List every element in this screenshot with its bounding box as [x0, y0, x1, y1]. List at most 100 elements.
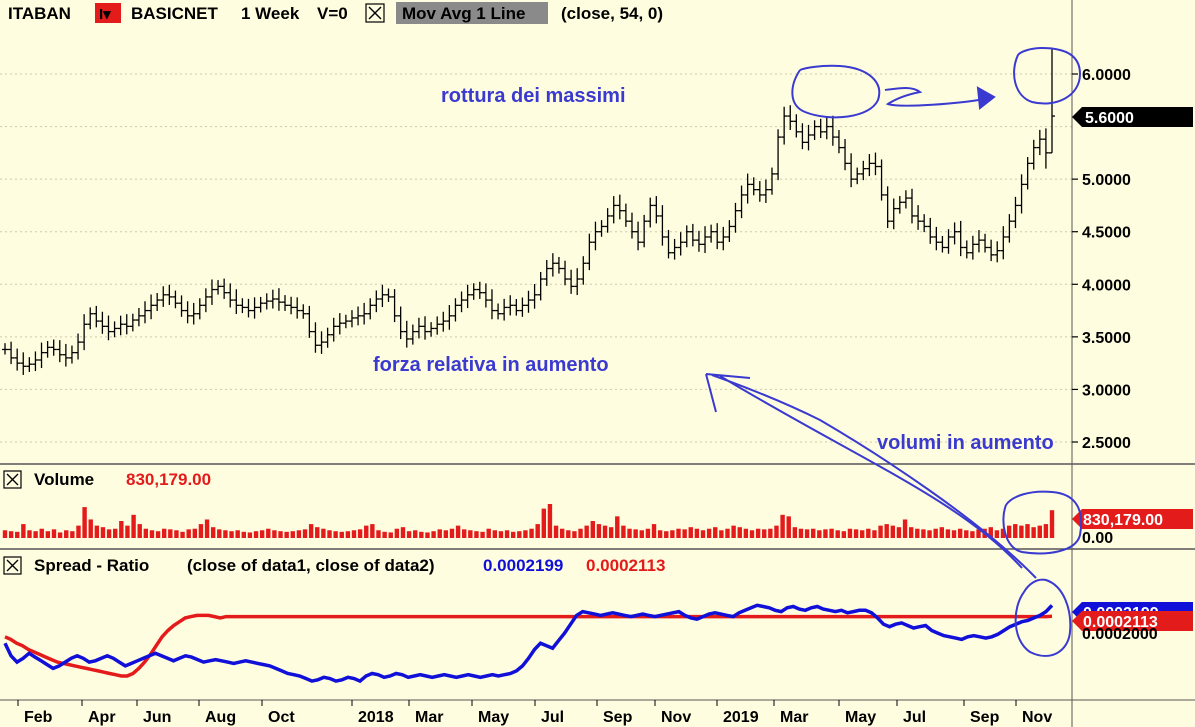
price-bar[interactable]: [695, 230, 702, 252]
volume-bar[interactable]: [180, 531, 185, 538]
volume-bar[interactable]: [755, 528, 761, 538]
volume-bar[interactable]: [523, 530, 528, 538]
volume-bar[interactable]: [657, 530, 663, 538]
price-bar[interactable]: [927, 217, 934, 244]
price-bar[interactable]: [1018, 174, 1025, 214]
price-bar[interactable]: [178, 295, 185, 317]
price-bar[interactable]: [336, 313, 343, 335]
volume-bar[interactable]: [547, 504, 553, 538]
price-bar[interactable]: [890, 198, 897, 230]
volume-bar[interactable]: [804, 529, 810, 538]
price-bar[interactable]: [1006, 214, 1013, 243]
price-bar[interactable]: [282, 295, 289, 311]
price-bar[interactable]: [756, 181, 763, 202]
volume-bar[interactable]: [413, 530, 418, 538]
price-bar[interactable]: [269, 289, 276, 309]
price-bar[interactable]: [951, 222, 958, 245]
price-bar[interactable]: [464, 284, 471, 309]
price-bar[interactable]: [154, 292, 161, 311]
volume-bar[interactable]: [529, 528, 534, 538]
price-bar[interactable]: [622, 203, 629, 227]
volume-bar[interactable]: [878, 525, 883, 538]
volume-bar[interactable]: [21, 524, 26, 538]
price-bar[interactable]: [306, 305, 313, 338]
price-bar[interactable]: [361, 302, 368, 325]
price-bar[interactable]: [610, 196, 617, 224]
volume-bar[interactable]: [443, 530, 449, 538]
volume-bar[interactable]: [1000, 528, 1006, 538]
price-bar[interactable]: [915, 205, 922, 230]
volume-bar[interactable]: [768, 528, 773, 538]
price-bar[interactable]: [184, 301, 191, 324]
volume-bar[interactable]: [486, 528, 491, 538]
volume-bar[interactable]: [57, 532, 63, 538]
price-bar[interactable]: [68, 345, 75, 364]
price-bar[interactable]: [81, 314, 88, 351]
volume-bar[interactable]: [731, 525, 736, 538]
price-bar[interactable]: [160, 286, 167, 307]
price-bar[interactable]: [665, 229, 672, 259]
price-bar[interactable]: [738, 185, 745, 219]
price-bar[interactable]: [239, 298, 246, 314]
volume-bar[interactable]: [719, 530, 724, 538]
volume-bar[interactable]: [957, 528, 963, 538]
price-bar[interactable]: [848, 153, 855, 188]
volume-bar[interactable]: [774, 525, 779, 538]
volume-bar[interactable]: [247, 532, 253, 538]
price-bar[interactable]: [562, 260, 569, 286]
volume-bar[interactable]: [82, 507, 87, 538]
volume-bar[interactable]: [241, 531, 246, 538]
volume-bar[interactable]: [492, 530, 498, 538]
price-bar[interactable]: [1030, 139, 1037, 170]
price-bar[interactable]: [446, 305, 453, 330]
volume-bar[interactable]: [39, 528, 44, 538]
price-bar[interactable]: [99, 311, 106, 334]
volume-bar[interactable]: [694, 528, 700, 538]
price-bar[interactable]: [117, 315, 124, 336]
volume-bars[interactable]: [2, 504, 1055, 538]
volume-bar[interactable]: [76, 525, 81, 538]
volume-bar[interactable]: [645, 528, 651, 538]
volume-bar[interactable]: [829, 528, 834, 538]
volume-bar[interactable]: [792, 527, 798, 538]
price-bar[interactable]: [409, 324, 416, 345]
volume-bar[interactable]: [615, 516, 620, 538]
price-bar[interactable]: [525, 290, 532, 313]
volume-bar[interactable]: [388, 532, 393, 538]
volume-bar[interactable]: [370, 524, 375, 538]
volume-bar[interactable]: [339, 531, 344, 538]
price-bar[interactable]: [428, 322, 435, 337]
price-bar[interactable]: [714, 223, 721, 250]
volume-bar[interactable]: [504, 530, 510, 538]
volume-bar[interactable]: [266, 528, 271, 538]
indicator-close-box[interactable]: [365, 3, 385, 23]
volume-bar[interactable]: [351, 530, 357, 538]
price-bar[interactable]: [975, 230, 982, 253]
volume-bar[interactable]: [345, 531, 351, 538]
volume-bar[interactable]: [517, 531, 522, 538]
price-bar[interactable]: [227, 283, 234, 308]
indicator-chip[interactable]: [396, 2, 548, 24]
volume-bar[interactable]: [308, 524, 314, 538]
volume-bar[interactable]: [1031, 527, 1036, 538]
price-bar[interactable]: [452, 298, 459, 322]
price-bar[interactable]: [87, 307, 94, 330]
volume-bar[interactable]: [223, 530, 228, 538]
volume-bar[interactable]: [137, 524, 142, 538]
price-bar[interactable]: [294, 297, 301, 319]
price-bar[interactable]: [202, 288, 209, 313]
volume-bar[interactable]: [902, 519, 908, 538]
volume-bar[interactable]: [535, 524, 540, 538]
price-bar[interactable]: [902, 190, 909, 209]
volume-bar[interactable]: [688, 527, 693, 538]
volume-bar[interactable]: [192, 528, 198, 538]
volume-bar[interactable]: [88, 519, 93, 538]
price-bar[interactable]: [14, 348, 21, 371]
volume-bar[interactable]: [253, 531, 259, 538]
volume-bar[interactable]: [45, 531, 51, 538]
volume-bar[interactable]: [400, 527, 406, 538]
price-bar[interactable]: [768, 167, 775, 195]
price-bar[interactable]: [123, 314, 130, 335]
price-bar[interactable]: [251, 297, 258, 319]
volume-bar[interactable]: [908, 527, 914, 538]
